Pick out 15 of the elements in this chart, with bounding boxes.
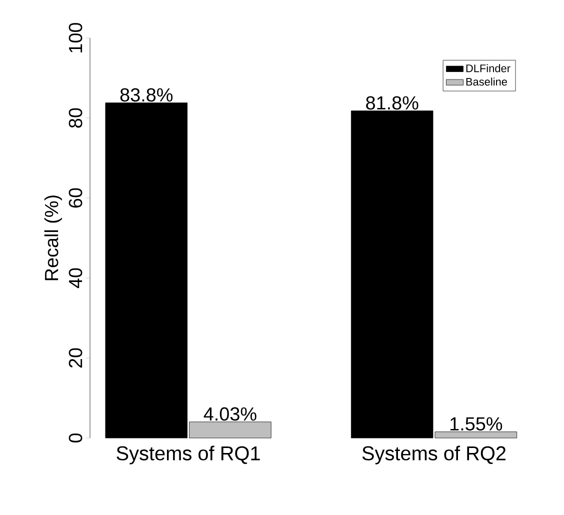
y-tick-label: 80 bbox=[68, 108, 82, 128]
y-tick-label: 20 bbox=[68, 348, 82, 368]
y-tick-label: 0 bbox=[68, 433, 82, 443]
x-tick-label: Systems of RQ1 bbox=[116, 446, 260, 464]
x-tick-label: Systems of RQ2 bbox=[362, 446, 506, 464]
legend-label: DLFinder bbox=[466, 64, 510, 72]
data-label: 1.55% bbox=[450, 417, 502, 431]
y-tick-label: 100 bbox=[68, 22, 82, 52]
data-label: 83.8% bbox=[120, 88, 173, 102]
y-tick-label: 40 bbox=[68, 268, 82, 288]
y-axis-title: Recall (%) bbox=[44, 196, 62, 280]
data-label: 4.03% bbox=[204, 407, 256, 421]
legend-label: Baseline bbox=[466, 78, 507, 86]
data-label: 81.8% bbox=[366, 96, 418, 110]
y-tick-label: 60 bbox=[68, 188, 82, 208]
